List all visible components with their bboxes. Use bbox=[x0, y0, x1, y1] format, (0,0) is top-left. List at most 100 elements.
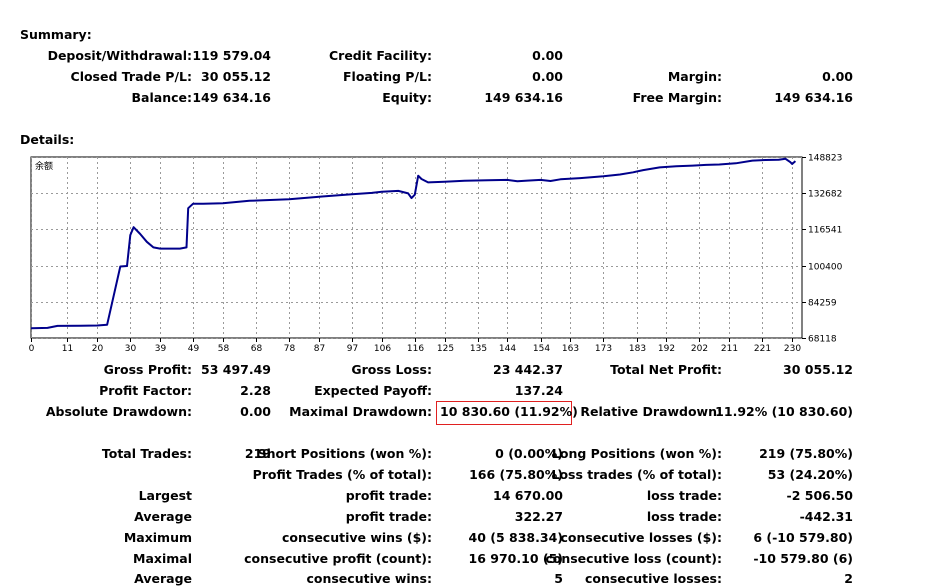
average-label: Average bbox=[134, 509, 192, 524]
gross-profit-label: Gross Profit: bbox=[103, 362, 192, 377]
x-tick-label: 173 bbox=[595, 344, 612, 354]
average-profit-label: profit trade: bbox=[345, 509, 432, 524]
y-tick-label: 100400 bbox=[808, 263, 843, 273]
equity-label: Equity: bbox=[382, 90, 432, 105]
y-tick-label: 132682 bbox=[808, 190, 842, 200]
long-positions-label: Long Positions (won %): bbox=[551, 446, 722, 461]
x-tick-label: 163 bbox=[562, 344, 579, 354]
relative-drawdown-label: Relative Drawdown: bbox=[580, 404, 722, 419]
loss-trades-label: Loss trades (% of total): bbox=[551, 467, 722, 482]
gross-loss-value: 23 442.37 bbox=[493, 362, 563, 377]
free-margin-value: 149 634.16 bbox=[774, 90, 853, 105]
profit-trades-value: 166 (75.80%) bbox=[469, 467, 563, 482]
balance-value: 149 634.16 bbox=[192, 90, 271, 105]
y-tick-label: 84259 bbox=[808, 299, 837, 309]
x-tick-label: 87 bbox=[314, 344, 325, 354]
x-tick-label: 68 bbox=[251, 344, 263, 354]
x-tick-label: 97 bbox=[347, 344, 358, 354]
avg-consecutive-wins-value: 5 bbox=[554, 571, 563, 586]
absolute-drawdown-label: Absolute Drawdown: bbox=[45, 404, 192, 419]
gross-profit-value: 53 497.49 bbox=[201, 362, 271, 377]
x-tick-label: 78 bbox=[284, 344, 296, 354]
largest-profit-value: 14 670.00 bbox=[493, 488, 563, 503]
short-positions-value: 0 (0.00%) bbox=[495, 446, 563, 461]
y-tick-label: 68118 bbox=[808, 335, 837, 345]
chart-series-label: 余额 bbox=[35, 160, 53, 172]
maximal-drawdown-value: 10 830.60 (11.92%) bbox=[440, 404, 578, 419]
gross-loss-label: Gross Loss: bbox=[351, 362, 432, 377]
x-tick-label: 230 bbox=[784, 344, 801, 354]
profit-factor-label: Profit Factor: bbox=[99, 383, 192, 398]
x-tick-label: 221 bbox=[754, 344, 771, 354]
x-tick-label: 154 bbox=[533, 344, 550, 354]
total-trades-value: 219 bbox=[244, 446, 271, 461]
x-tick-label: 183 bbox=[629, 344, 646, 354]
total-net-value: 30 055.12 bbox=[783, 362, 853, 377]
equity-value: 149 634.16 bbox=[484, 90, 563, 105]
average-loss-value: -442.31 bbox=[799, 509, 853, 524]
max-consecutive-losses-value: 6 (-10 579.80) bbox=[753, 530, 853, 545]
average-consecutive-label: Average bbox=[134, 571, 192, 586]
maximal-consecutive-loss-label: consecutive loss (count): bbox=[545, 551, 722, 566]
largest-profit-label: profit trade: bbox=[345, 488, 432, 503]
maximal-consecutive-profit-label: consecutive profit (count): bbox=[244, 551, 432, 566]
summary-title: Summary: bbox=[20, 27, 92, 42]
maximal-consecutive-loss-value: -10 579.80 (6) bbox=[753, 551, 853, 566]
short-positions-label: Short Positions (won %): bbox=[257, 446, 432, 461]
x-tick-label: 144 bbox=[499, 344, 516, 354]
deposit-label: Deposit/Withdrawal: bbox=[47, 48, 192, 63]
x-tick-label: 125 bbox=[437, 344, 454, 354]
x-tick-label: 202 bbox=[691, 344, 708, 354]
free-margin-label: Free Margin: bbox=[632, 90, 722, 105]
closed-pl-label: Closed Trade P/L: bbox=[70, 69, 192, 84]
total-trades-label: Total Trades: bbox=[101, 446, 192, 461]
maximal-label: Maximal bbox=[133, 551, 192, 566]
y-tick-label: 116541 bbox=[808, 226, 842, 236]
largest-loss-value: -2 506.50 bbox=[786, 488, 853, 503]
loss-trades-value: 53 (24.20%) bbox=[767, 467, 853, 482]
average-profit-value: 322.27 bbox=[514, 509, 563, 524]
expected-payoff-label: Expected Payoff: bbox=[314, 383, 432, 398]
x-tick-label: 211 bbox=[721, 344, 738, 354]
max-consecutive-wins-value: 40 (5 838.34) bbox=[468, 530, 563, 545]
credit-label: Credit Facility: bbox=[328, 48, 432, 63]
x-tick-label: 30 bbox=[125, 344, 137, 354]
maximal-drawdown-label: Maximal Drawdown: bbox=[289, 404, 432, 419]
maximum-label: Maximum bbox=[123, 530, 192, 545]
chart-frame bbox=[30, 156, 803, 339]
x-tick-label: 192 bbox=[658, 344, 675, 354]
absolute-drawdown-value: 0.00 bbox=[240, 404, 271, 419]
x-tick-label: 0 bbox=[29, 344, 35, 354]
profit-trades-label: Profit Trades (% of total): bbox=[252, 467, 432, 482]
long-positions-value: 219 (75.80%) bbox=[759, 446, 853, 461]
balance-label: Balance: bbox=[131, 90, 192, 105]
x-tick-label: 11 bbox=[62, 344, 73, 354]
margin-label: Margin: bbox=[667, 69, 722, 84]
closed-pl-value: 30 055.12 bbox=[201, 69, 271, 84]
max-consecutive-wins-label: consecutive wins ($): bbox=[281, 530, 432, 545]
avg-consecutive-wins-label: consecutive wins: bbox=[306, 571, 432, 586]
y-tick-label: 148823 bbox=[808, 154, 842, 164]
largest-label: Largest bbox=[138, 488, 192, 503]
avg-consecutive-losses-label: consecutive losses: bbox=[584, 571, 722, 586]
x-tick-label: 106 bbox=[374, 344, 391, 354]
largest-loss-label: loss trade: bbox=[646, 488, 722, 503]
profit-factor-value: 2.28 bbox=[240, 383, 271, 398]
max-consecutive-losses-label: consecutive losses ($): bbox=[560, 530, 722, 545]
balance-line bbox=[30, 157, 797, 330]
details-title: Details: bbox=[20, 132, 75, 147]
floating-label: Floating P/L: bbox=[343, 69, 432, 84]
x-tick-label: 116 bbox=[407, 344, 424, 354]
x-tick-label: 20 bbox=[92, 344, 104, 354]
deposit-value: 119 579.04 bbox=[192, 48, 271, 63]
total-net-label: Total Net Profit: bbox=[610, 362, 722, 377]
maximal-drawdown-highlight bbox=[436, 401, 572, 425]
average-loss-label: loss trade: bbox=[646, 509, 722, 524]
avg-consecutive-losses-value: 2 bbox=[844, 571, 853, 586]
floating-value: 0.00 bbox=[532, 69, 563, 84]
x-tick-label: 49 bbox=[188, 344, 200, 354]
x-tick-label: 58 bbox=[218, 344, 230, 354]
relative-drawdown-value: 11.92% (10 830.60) bbox=[715, 404, 853, 419]
margin-value: 0.00 bbox=[822, 69, 853, 84]
expected-payoff-value: 137.24 bbox=[514, 383, 563, 398]
